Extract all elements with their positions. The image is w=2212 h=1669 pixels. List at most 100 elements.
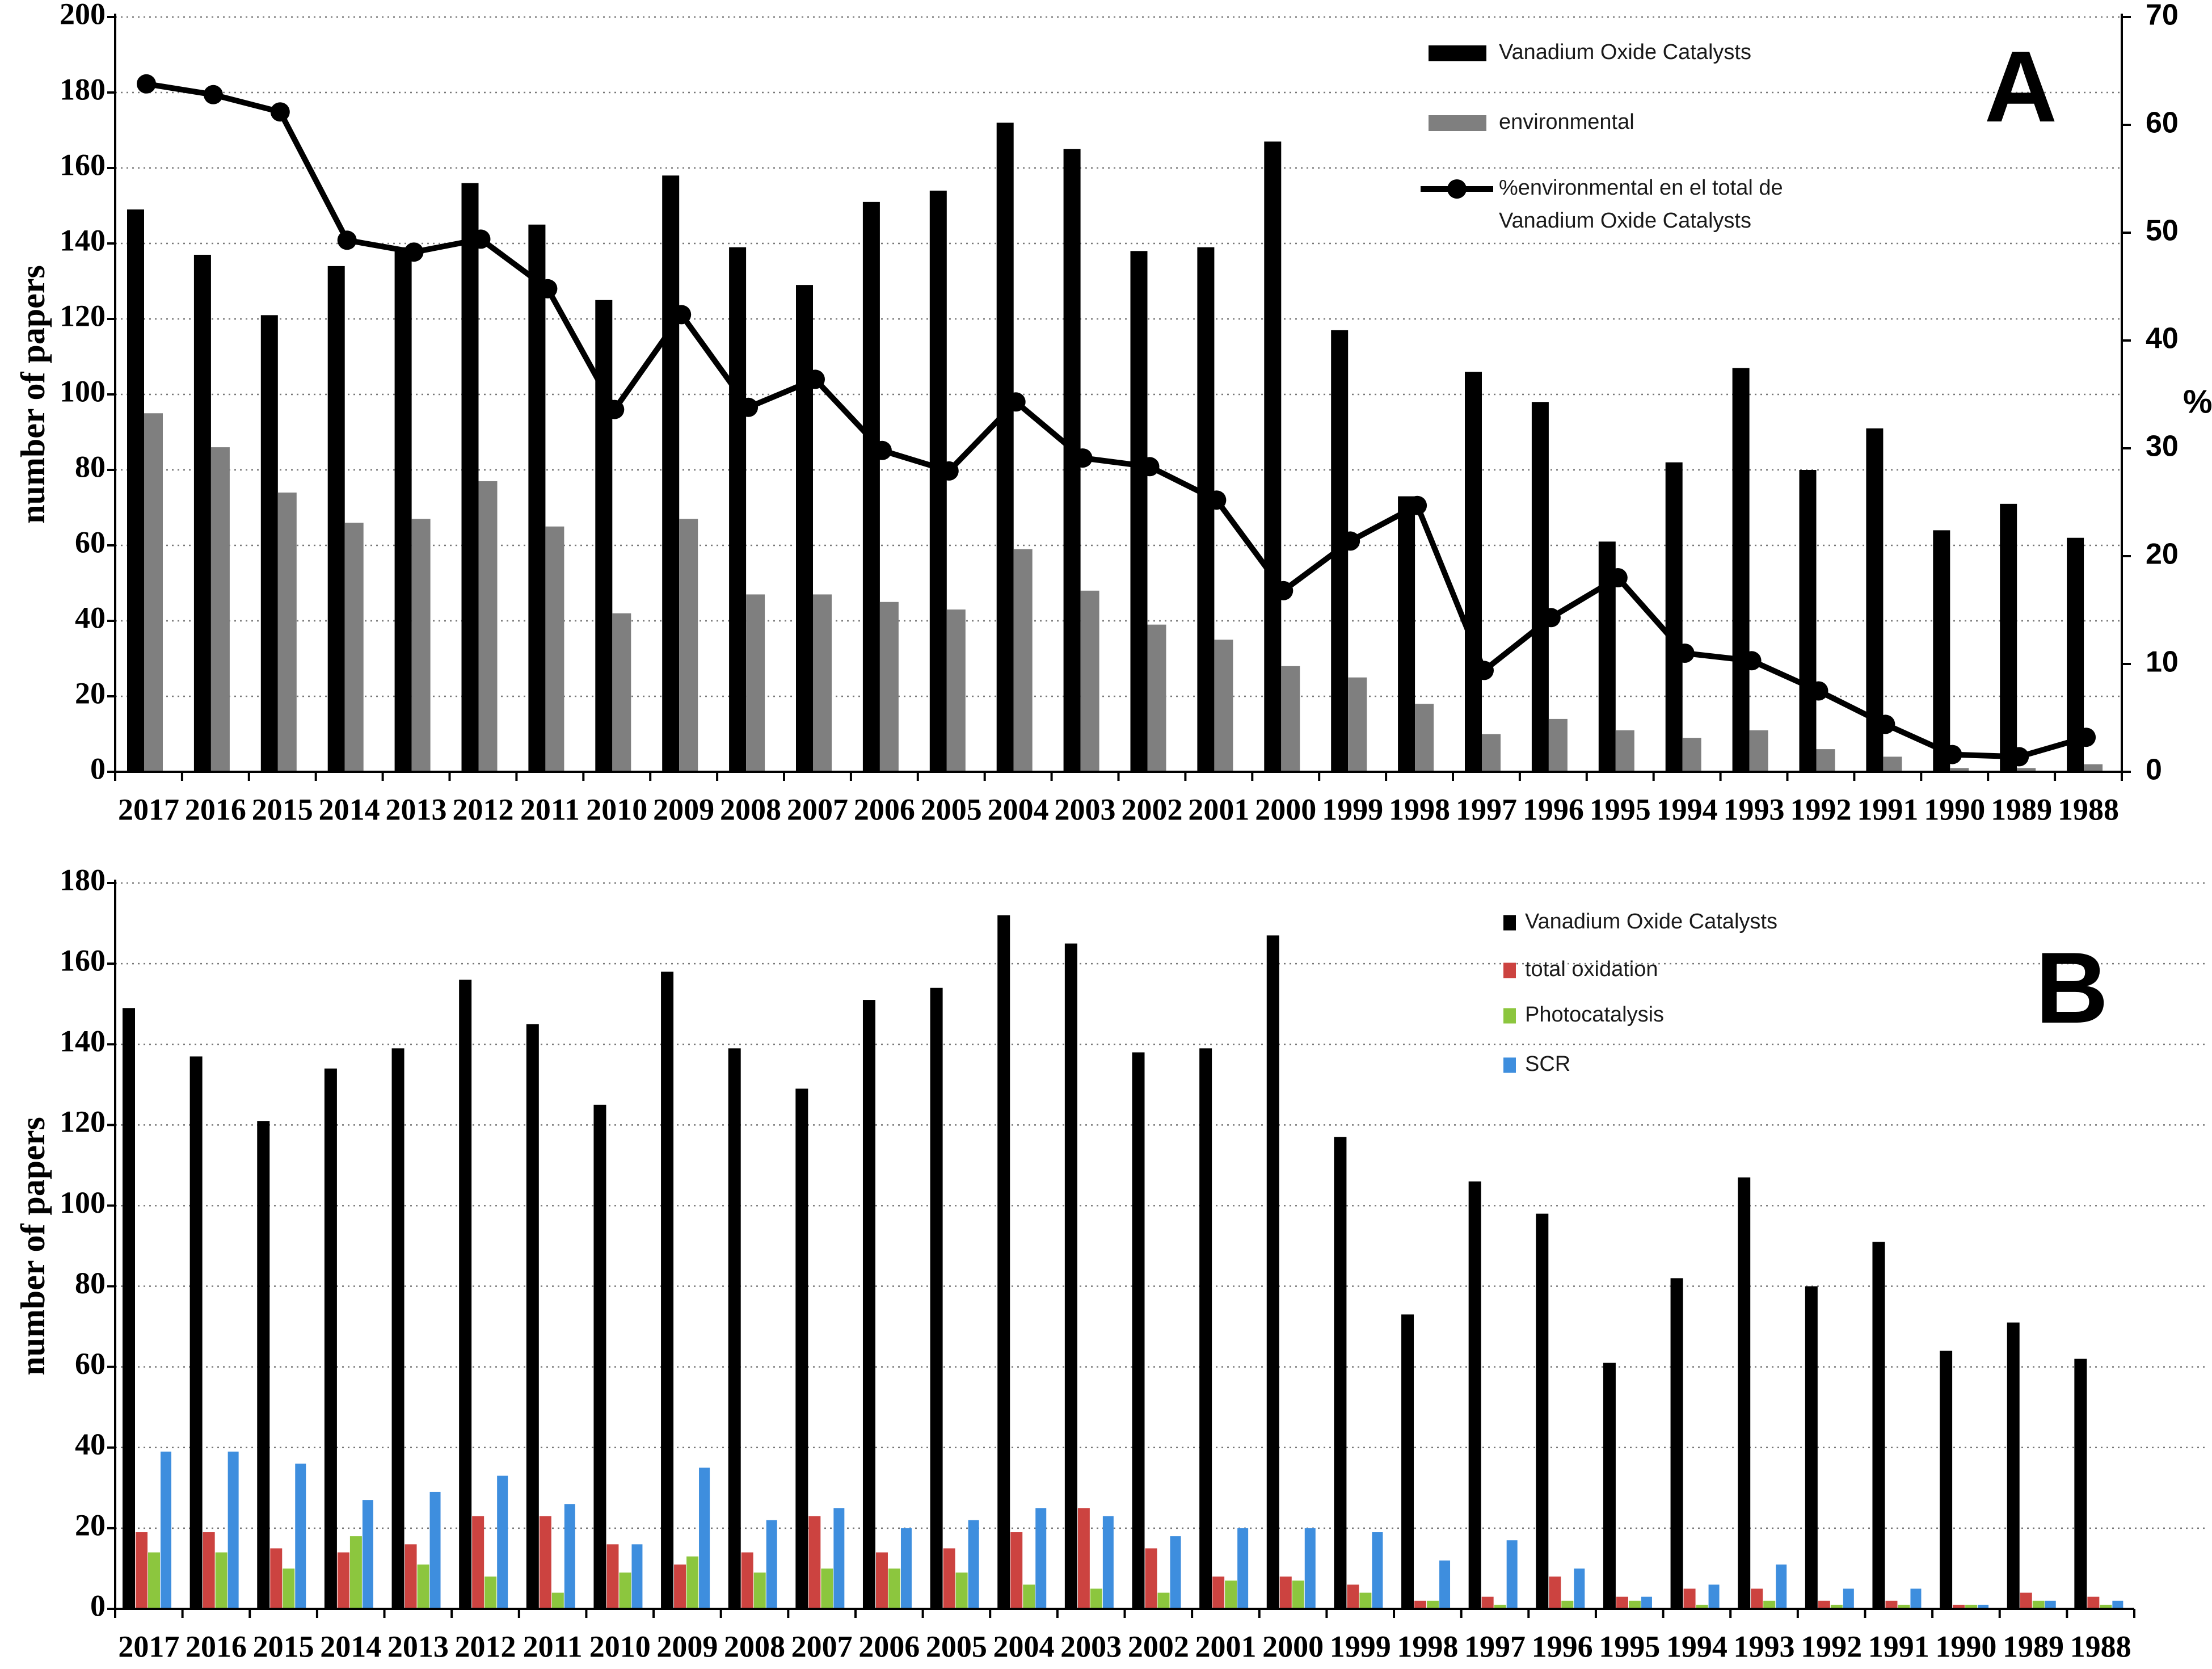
bar-vanadium-oxide-catalysts-1990: [1940, 1351, 1953, 1609]
y2-axis-title: %: [2183, 383, 2212, 420]
x-tick-label-2016: 2016: [186, 1629, 247, 1663]
panel-letter-a: A: [1985, 30, 2058, 143]
bar-total-oxidation-1994: [1683, 1588, 1696, 1609]
x-tick-label-2014: 2014: [319, 792, 380, 826]
bar-vanadium-oxide-catalysts-2001: [1199, 1048, 1212, 1609]
line-marker-2017: [137, 74, 156, 94]
x-tick-label-1998: 1998: [1389, 792, 1450, 826]
bar-photocatalysis-2011: [551, 1592, 564, 1609]
x-tick-label-1993: 1993: [1734, 1629, 1795, 1663]
line-marker-1996: [1541, 608, 1561, 628]
bar-photocatalysis-2013: [417, 1564, 429, 1609]
legend-swatch-vanadium-oxide-catalysts: [1429, 45, 1486, 61]
y-tick-label: 20: [75, 1508, 106, 1542]
y-tick-label: 160: [60, 944, 106, 978]
bar-total-oxidation-2015: [270, 1548, 283, 1609]
x-tick-label-1996: 1996: [1532, 1629, 1593, 1663]
axes-b: 0 20 40 60 80 100 120 140 160 180 2017 2016 2015 2014…: [14, 863, 2135, 1663]
bar-photocatalysis-2008: [753, 1573, 766, 1609]
bar-vanadium-oxide-catalysts-2006: [862, 1000, 875, 1609]
line-marker-2014: [337, 230, 357, 250]
bar-photocatalysis-1996: [1561, 1600, 1574, 1609]
line-marker-2006: [872, 440, 892, 460]
x-tick-label-2008: 2008: [720, 792, 781, 826]
bar-total-oxidation-2012: [472, 1516, 484, 1609]
line-marker-2013: [404, 242, 424, 262]
bar-photocatalysis-2010: [619, 1573, 631, 1609]
x-tick-label-2002: 2002: [1128, 1629, 1189, 1663]
bar-environmental-2000: [1281, 666, 1300, 772]
bar-total-oxidation-1997: [1481, 1596, 1494, 1609]
bar-vanadium-oxide-catalysts-2007: [796, 285, 813, 772]
bar-scr-1995: [1641, 1596, 1652, 1609]
bar-vanadium-oxide-catalysts-2011: [526, 1024, 539, 1609]
line-marker-1997: [1474, 661, 1494, 680]
legend-label: %environmental en el total de: [1499, 176, 1783, 200]
bar-photocatalysis-2000: [1292, 1580, 1304, 1609]
y-tick-label: 160: [60, 148, 106, 182]
bar-scr-1996: [1574, 1568, 1585, 1609]
x-tick-label-1991: 1991: [1868, 1629, 1929, 1663]
bar-scr-2011: [564, 1504, 575, 1609]
bar-vanadium-oxide-catalysts-2011: [528, 224, 546, 772]
panel-letter-b: B: [2036, 931, 2109, 1044]
bar-vanadium-oxide-catalysts-1989: [2007, 1322, 2020, 1609]
bar-vanadium-oxide-catalysts-1992: [1805, 1286, 1818, 1609]
y-tick-label: 60: [75, 525, 106, 559]
legend-label: Vanadium Oxide Catalysts: [1499, 40, 1751, 64]
bar-environmental-2002: [1147, 624, 1166, 772]
bar-photocatalysis-2006: [888, 1568, 900, 1609]
x-tick-label-2015: 2015: [253, 1629, 314, 1663]
line-marker-1994: [1675, 644, 1695, 663]
bar-vanadium-oxide-catalysts-1994: [1665, 462, 1683, 772]
bar-photocatalysis-2007: [821, 1568, 833, 1609]
bar-photocatalysis-1989: [2032, 1600, 2045, 1609]
bar-vanadium-oxide-catalysts-1993: [1738, 1177, 1751, 1609]
y2-tick-label: 70: [2146, 0, 2179, 32]
bar-vanadium-oxide-catalysts-2013: [391, 1048, 405, 1609]
bar-vanadium-oxide-catalysts-2016: [189, 1056, 203, 1609]
bar-environmental-1992: [1816, 749, 1835, 772]
line-marker-2008: [739, 397, 759, 417]
bar-vanadium-oxide-catalysts-2009: [662, 175, 680, 772]
y2-tick-label: 50: [2146, 215, 2179, 247]
bar-vanadium-oxide-catalysts-2005: [930, 987, 943, 1609]
line-marker-2004: [1006, 392, 1026, 412]
bar-environmental-2017: [144, 413, 163, 772]
x-tick-label-2002: 2002: [1121, 792, 1182, 826]
x-tick-label-1992: 1992: [1801, 1629, 1862, 1663]
bar-environmental-1993: [1749, 730, 1768, 772]
line-marker-2015: [270, 102, 290, 122]
x-tick-label-2003: 2003: [1060, 1629, 1122, 1663]
bar-environmental-1996: [1548, 718, 1568, 772]
bar-environmental-2009: [679, 519, 698, 772]
bar-scr-2015: [295, 1464, 306, 1609]
bar-scr-2008: [766, 1520, 777, 1609]
y-tick-label: 200: [60, 0, 106, 31]
bar-total-oxidation-2005: [943, 1548, 955, 1609]
line-marker-2001: [1207, 490, 1227, 510]
bar-environmental-1991: [1883, 756, 1902, 772]
legend-swatch-total-oxidation: [1503, 962, 1516, 978]
bar-photocatalysis-1988: [2100, 1604, 2112, 1609]
y-tick-label: 180: [60, 863, 106, 897]
line-marker-1991: [1876, 714, 1895, 734]
bar-scr-1998: [1439, 1560, 1451, 1609]
bar-environmental-2001: [1214, 640, 1233, 772]
x-tick-label-1995: 1995: [1590, 792, 1651, 826]
bar-total-oxidation-2007: [808, 1516, 821, 1609]
bar-vanadium-oxide-catalysts-2000: [1264, 141, 1282, 772]
bar-vanadium-oxide-catalysts-2013: [394, 247, 412, 772]
line-path: [146, 81, 2087, 760]
bar-scr-2003: [1102, 1516, 1114, 1609]
x-tick-label-2013: 2013: [387, 1629, 449, 1663]
y-tick-label: 40: [75, 1427, 106, 1461]
y-tick-label: 120: [60, 299, 106, 333]
line-marker-2000: [1274, 581, 1294, 600]
bars-total-oxidation: [136, 1508, 2100, 1609]
bar-scr-2017: [161, 1451, 171, 1609]
bar-scr-2002: [1170, 1536, 1181, 1609]
x-tick-label-2015: 2015: [252, 792, 313, 826]
